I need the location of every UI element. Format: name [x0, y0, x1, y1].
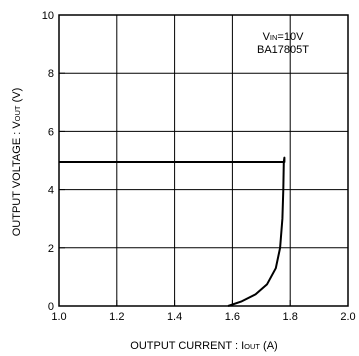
plot-frame — [58, 14, 349, 307]
x-axis-label: OUTPUT CURRENT : IOUT (A) — [130, 340, 277, 352]
y-tick-label: 0 — [48, 301, 54, 313]
annotation-vin: VIN=10V — [263, 31, 305, 43]
grid — [59, 15, 348, 306]
annotation-part-number: BA17805T — [257, 44, 309, 56]
x-tick-label: 2.0 — [340, 311, 355, 323]
x-tick-label: 1.4 — [167, 311, 182, 323]
series-group — [59, 156, 286, 307]
y-axis-label: OUTPUT VOLTAGE : VOUT (V) — [11, 88, 23, 237]
axis-ticks: 1.0 1.2 1.4 1.6 1.8 2.0 0 2 4 6 8 10 — [42, 10, 356, 323]
x-tick-label: 1.8 — [283, 311, 298, 323]
x-tick-label: 1.0 — [51, 311, 66, 323]
x-tick-label: 1.6 — [225, 311, 240, 323]
y-tick-label: 2 — [48, 243, 54, 255]
annotations: VIN=10V BA17805T — [257, 31, 309, 56]
y-tick-label: 4 — [48, 185, 54, 197]
y-tick-label: 6 — [48, 126, 54, 138]
x-tick-label: 1.2 — [109, 311, 124, 323]
series-line — [59, 156, 286, 307]
y-tick-label: 8 — [48, 68, 54, 80]
y-tick-label: 10 — [42, 10, 54, 22]
